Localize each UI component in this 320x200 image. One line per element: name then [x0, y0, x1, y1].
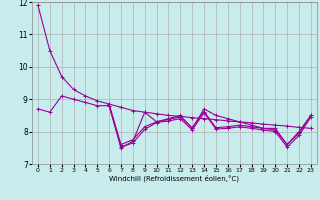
X-axis label: Windchill (Refroidissement éolien,°C): Windchill (Refroidissement éolien,°C)	[109, 175, 239, 182]
